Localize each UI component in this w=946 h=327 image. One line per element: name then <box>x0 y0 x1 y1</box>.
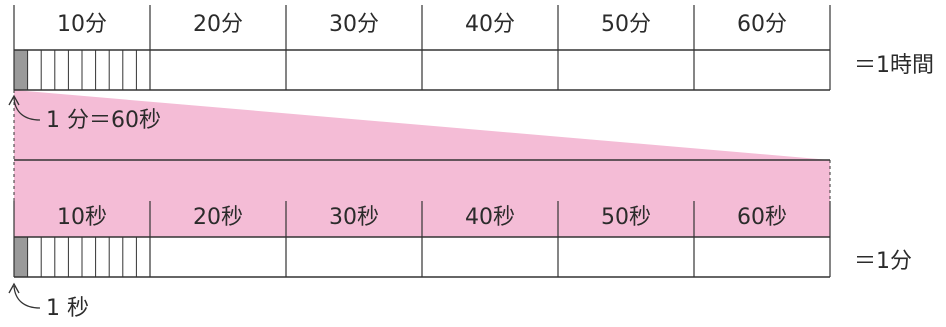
hour-header-40: 40分 <box>465 12 515 37</box>
minute-pointer-arrow <box>13 97 41 121</box>
hour-header-50: 50分 <box>601 12 651 37</box>
minute-pointer-label: 1 分＝60秒 <box>46 108 161 133</box>
minute-header-10: 10秒 <box>57 205 107 230</box>
hour-header-60: 60分 <box>737 12 787 37</box>
minute-header-50: 50秒 <box>601 205 651 230</box>
minute-header-40: 40秒 <box>465 205 515 230</box>
hour-equals-label: ＝1時間 <box>854 53 934 78</box>
minute-header-20: 20秒 <box>193 205 243 230</box>
minute-equals-label: ＝1分 <box>854 249 912 274</box>
minute-pointer-arrowhead <box>8 94 20 106</box>
hour-header-30: 30分 <box>329 12 379 37</box>
hour-scale-grid <box>13 5 831 91</box>
minute-scale-grid <box>13 201 831 278</box>
hour-header-10: 10分 <box>57 12 107 37</box>
minute-header-30: 30秒 <box>329 205 379 230</box>
second-pointer-arrowhead <box>8 282 20 294</box>
zoom-band <box>14 90 830 237</box>
second-pointer-arrow <box>13 285 41 309</box>
minute-header-60: 60秒 <box>737 205 787 230</box>
second-pointer-label: 1 秒 <box>46 296 89 321</box>
hour-header-20: 20分 <box>193 12 243 37</box>
hour-scale-first-unit-cell <box>14 50 28 90</box>
minute-scale-first-unit-cell <box>14 237 28 277</box>
